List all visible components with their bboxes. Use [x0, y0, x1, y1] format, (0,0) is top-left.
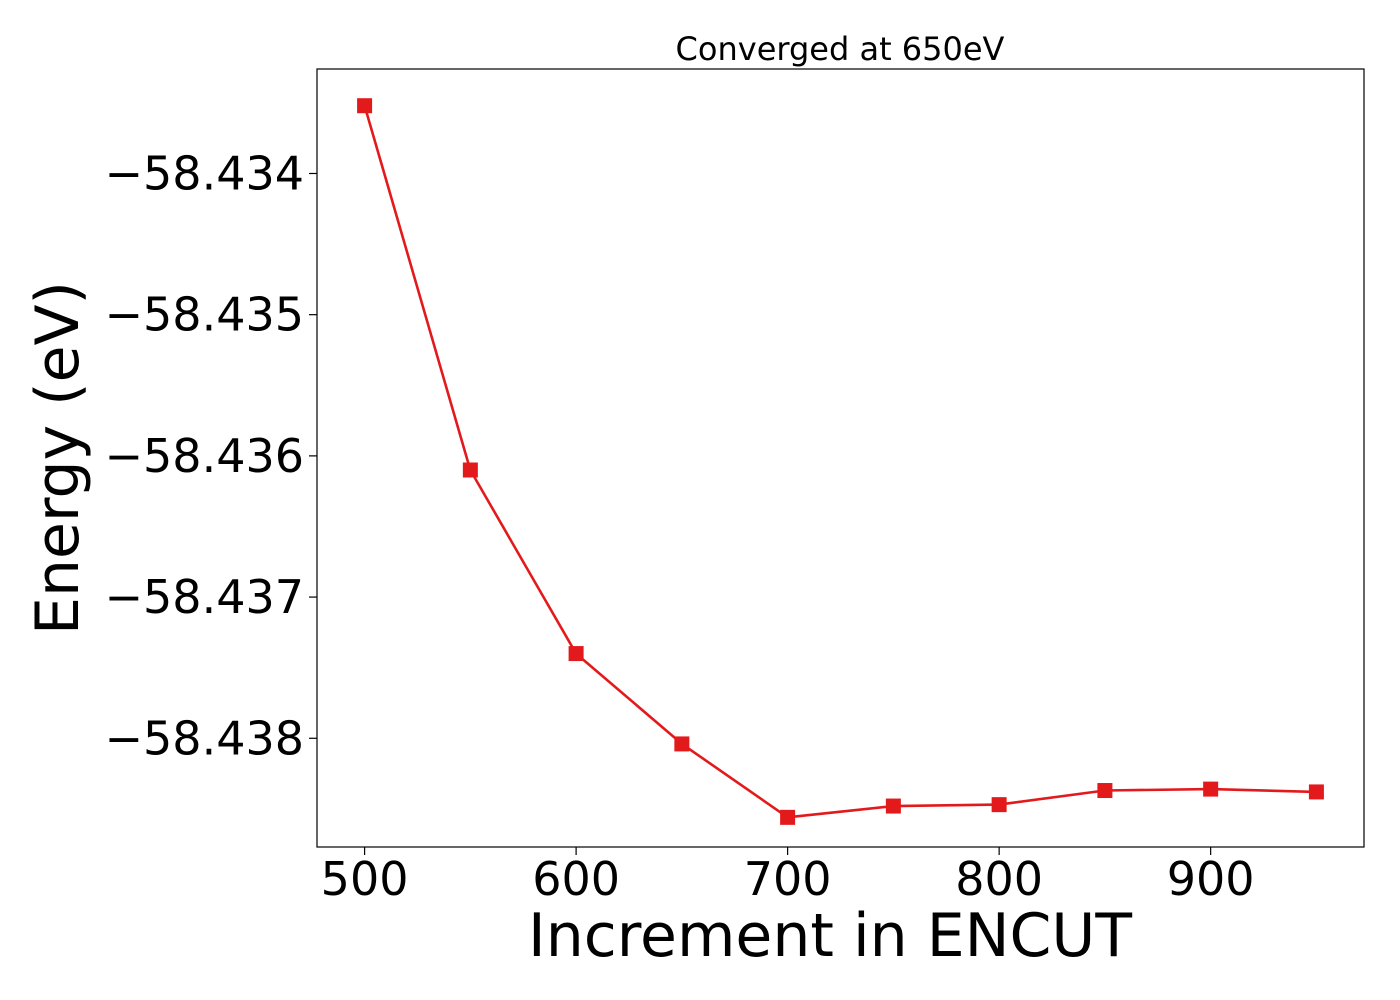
data-point-marker: [1308, 784, 1324, 800]
data-point-marker: [885, 798, 901, 814]
plot-frame: [316, 68, 1365, 848]
x-tick-label: 900: [1167, 852, 1255, 906]
x-tick-label: 800: [955, 852, 1043, 906]
x-tick-label: 700: [744, 852, 832, 906]
x-axis-ticks: 500 600 700 800 900: [321, 847, 1255, 906]
data-point-marker: [1203, 781, 1219, 797]
chart-title: Converged at 650eV: [676, 30, 1005, 68]
y-axis-ticks: −58.434 −58.435 −58.436 −58.437 −58.438: [105, 146, 317, 765]
data-point-marker: [357, 98, 373, 114]
y-tick-label: −58.435: [105, 288, 305, 342]
data-point-marker: [568, 646, 584, 662]
x-axis-label: Increment in ENCUT: [528, 901, 1132, 971]
data-point-marker: [674, 736, 690, 752]
data-point-marker: [1097, 783, 1113, 799]
data-point-marker: [462, 462, 478, 478]
y-axis-label: Energy (eV): [23, 281, 93, 635]
y-tick-label: −58.434: [105, 146, 305, 200]
x-tick-label: 500: [321, 852, 409, 906]
y-tick-label: −58.436: [105, 429, 305, 483]
y-tick-label: −58.438: [105, 711, 305, 765]
data-point-marker: [991, 797, 1007, 813]
series-line: [363, 105, 1317, 819]
x-tick-label: 600: [532, 852, 620, 906]
plot-area: [357, 98, 1324, 825]
data-point-marker: [780, 809, 796, 825]
y-tick-label: −58.437: [105, 570, 305, 624]
